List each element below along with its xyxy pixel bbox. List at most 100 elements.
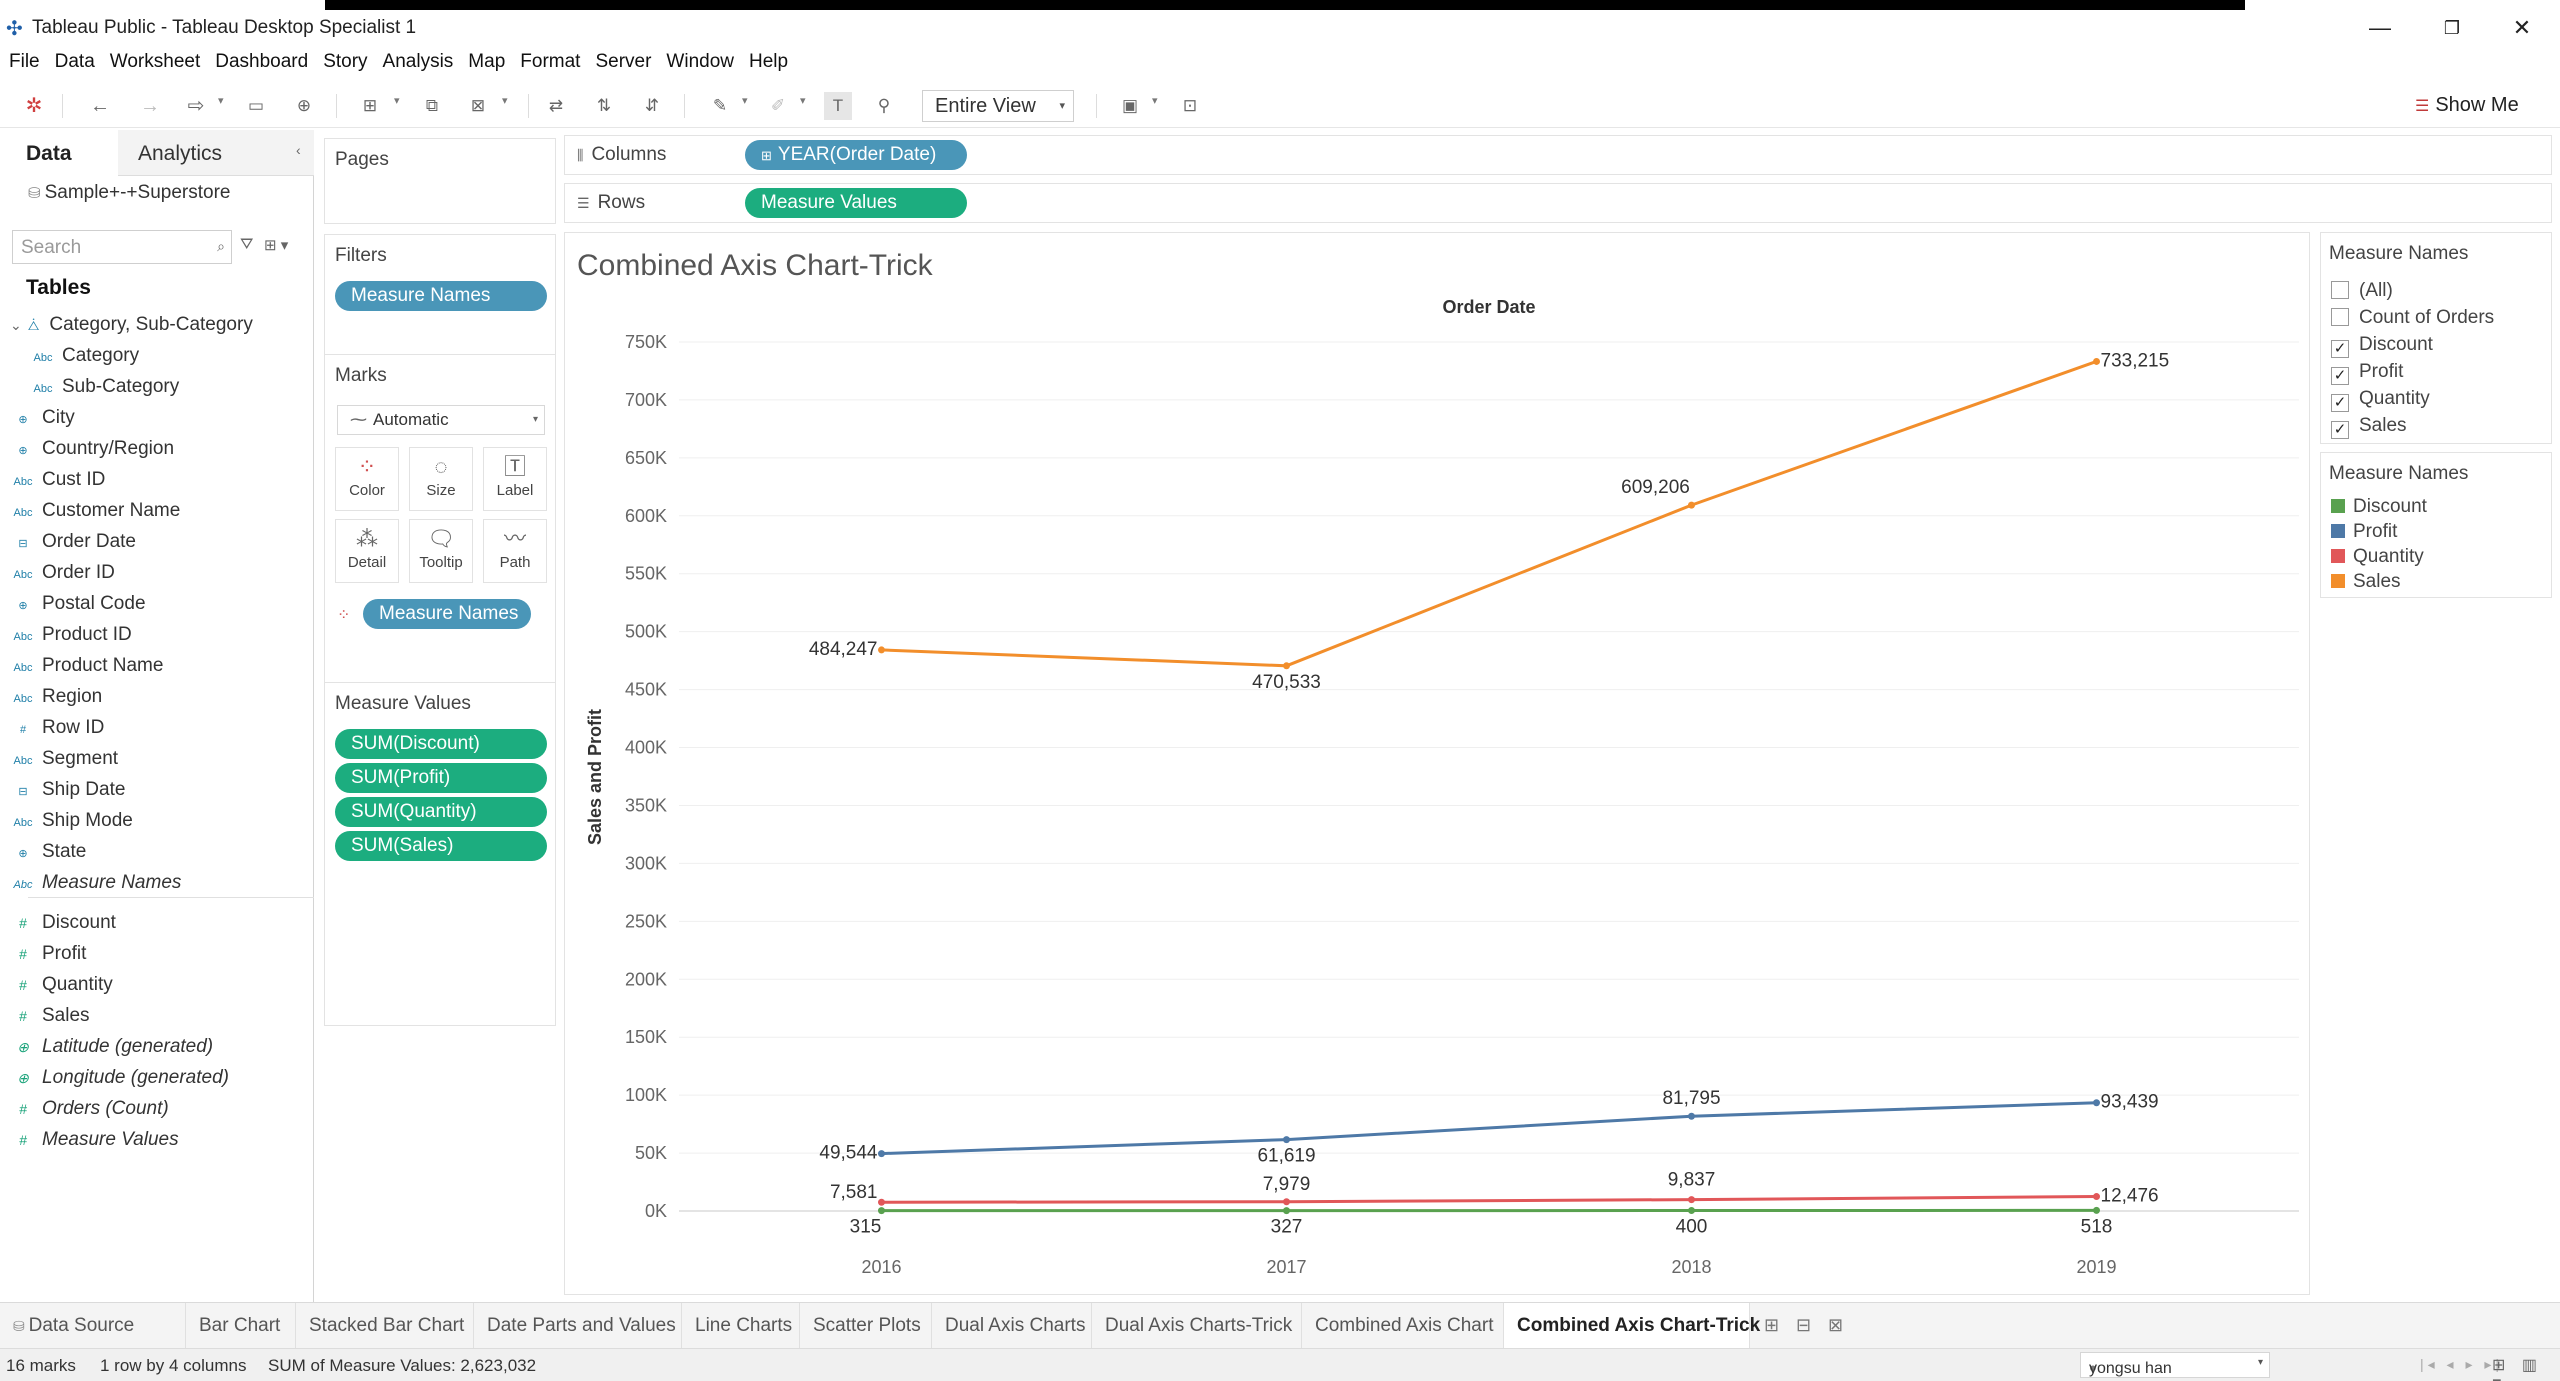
measure-measure-values[interactable]: # Measure Values — [10, 1125, 179, 1155]
tab-combined-axis-chart[interactable]: Combined Axis Chart — [1302, 1303, 1504, 1349]
menu-file[interactable]: File — [9, 51, 40, 72]
measure-orders-count[interactable]: # Orders (Count) — [10, 1094, 169, 1124]
tab-combined-axis-chart-trick[interactable]: Combined Axis Chart-Trick — [1504, 1303, 1760, 1349]
filter-icon[interactable]: ⛛ — [240, 236, 254, 253]
legend-item-profit[interactable]: Profit — [2331, 520, 2397, 544]
series-line-quantity[interactable] — [881, 1195, 2097, 1204]
undo-icon[interactable]: ← — [90, 95, 110, 117]
mark-type-dropdown[interactable]: ⁓ Automatic ▾ — [337, 405, 545, 435]
data-point-sales[interactable] — [878, 646, 885, 654]
menu-format[interactable]: Format — [520, 51, 581, 72]
marks-pill-measure-names[interactable]: Measure Names — [363, 599, 531, 629]
tab-scatter-plots[interactable]: Scatter Plots — [800, 1303, 932, 1349]
checkbox[interactable]: ✓ — [2331, 367, 2349, 385]
menu-story[interactable]: Story — [323, 51, 368, 72]
filter-item-discount[interactable]: ✓ Discount — [2331, 333, 2433, 358]
expand-caret-icon[interactable]: ⌄ — [10, 317, 22, 333]
highlight-icon[interactable]: ✎ — [712, 96, 728, 115]
path-button[interactable]: 〰 Path — [483, 519, 547, 583]
user-dropdown[interactable]: ● yongsu han ▾ — [2080, 1352, 2270, 1378]
group-members-icon[interactable]: ✐ — [770, 96, 786, 115]
measure-sales[interactable]: # Sales — [10, 1001, 89, 1031]
checkbox[interactable]: ✓ — [2331, 421, 2349, 439]
data-point-sales[interactable] — [1688, 501, 1695, 509]
menu-server[interactable]: Server — [595, 51, 652, 72]
data-point-discount[interactable] — [878, 1207, 885, 1215]
redo-icon[interactable]: → — [140, 95, 160, 117]
hierarchy-category-subcategory[interactable]: ⌄ ⧊ Category, Sub-Category — [10, 310, 253, 340]
field-city[interactable]: ⊕ City — [10, 403, 74, 433]
new-dashboard-icon[interactable]: ⊟ — [1796, 1315, 1812, 1335]
field-category[interactable]: Abc Category — [30, 341, 140, 371]
show-me-button[interactable]: ☰ Show Me — [2415, 90, 2519, 122]
measure-profit[interactable]: # Profit — [10, 939, 86, 969]
data-point-profit[interactable] — [1688, 1112, 1695, 1120]
filter-item-sales[interactable]: ✓ Sales — [2331, 414, 2407, 439]
field-ship-date[interactable]: ⊟ Ship Date — [10, 775, 125, 805]
field-measure-names[interactable]: Abc Measure Names — [10, 868, 182, 898]
legend-item-sales[interactable]: Sales — [2331, 570, 2401, 594]
field-product-name[interactable]: Abc Product Name — [10, 651, 164, 681]
series-line-sales[interactable] — [881, 360, 2098, 668]
tab-analytics[interactable]: Analytics — [118, 130, 314, 176]
swap-datasource-icon[interactable]: ⇨ — [187, 95, 205, 117]
checkbox[interactable]: ✓ — [2331, 340, 2349, 358]
data-point-profit[interactable] — [1283, 1136, 1290, 1144]
dropdown-caret-icon[interactable]: ▾ — [742, 95, 748, 107]
new-worksheet-icon[interactable]: ⊞ — [1764, 1315, 1780, 1335]
menu-dashboard[interactable]: Dashboard — [215, 51, 309, 72]
label-button[interactable]: 🅃 Label — [483, 447, 547, 511]
pages-card[interactable]: Pages — [324, 138, 556, 224]
tab-dual-axis-charts[interactable]: Dual Axis Charts — [932, 1303, 1092, 1349]
rows-shelf[interactable]: ☰ Rows Measure Values — [564, 183, 2552, 223]
view-options-icon[interactable]: ⊞ ▾ — [264, 237, 289, 254]
detail-button[interactable]: ⁂ Detail — [335, 519, 399, 583]
swap-rows-columns-icon[interactable]: ⇄ — [548, 96, 564, 115]
duplicate-sheet-icon[interactable]: ⧉ — [425, 96, 439, 115]
data-point-profit[interactable] — [2093, 1099, 2100, 1107]
filter-item-all[interactable]: (All) — [2331, 279, 2393, 303]
checkbox[interactable] — [2331, 308, 2349, 326]
field-order-date[interactable]: ⊟ Order Date — [10, 527, 136, 557]
close-button[interactable]: ✕ — [2512, 15, 2532, 40]
measure-quantity[interactable]: # Quantity — [10, 970, 113, 1000]
save-icon[interactable]: ▭ — [247, 96, 265, 115]
data-point-quantity[interactable] — [1283, 1198, 1290, 1206]
checkbox[interactable] — [2331, 281, 2349, 299]
data-point-quantity[interactable] — [1688, 1196, 1695, 1204]
filter-item-quantity[interactable]: ✓ Quantity — [2331, 387, 2430, 412]
new-worksheet-icon[interactable]: ⊞ — [362, 96, 378, 115]
tooltip-button[interactable]: 🗨 Tooltip — [409, 519, 473, 583]
fit-dropdown[interactable]: Entire View ▾ — [922, 90, 1074, 122]
tab-data[interactable]: Data — [0, 130, 118, 176]
field-product-id[interactable]: Abc Product ID — [10, 620, 132, 650]
data-point-discount[interactable] — [1688, 1207, 1695, 1215]
field-cust-id[interactable]: Abc Cust ID — [10, 465, 106, 495]
field-country-region[interactable]: ⊕ Country/Region — [10, 434, 174, 464]
tab-date-parts-and-values[interactable]: Date Parts and Values — [474, 1303, 682, 1349]
filter-item-count-of-orders[interactable]: Count of Orders — [2331, 306, 2494, 330]
fix-axes-icon[interactable]: ⚲ — [877, 96, 891, 115]
sheet-view-toggles[interactable]: ⊞ ▥ ■ — [2492, 1357, 2543, 1381]
tableau-start-icon[interactable]: ✲ — [25, 95, 43, 117]
sheet-navigation[interactable]: |◂ ◂ ▸ ▸| — [2420, 1356, 2504, 1372]
field-postal-code[interactable]: ⊕ Postal Code — [10, 589, 145, 619]
data-point-discount[interactable] — [2093, 1206, 2100, 1214]
legend-item-discount[interactable]: Discount — [2331, 495, 2427, 519]
filter-pill-measure-names[interactable]: Measure Names — [335, 281, 547, 311]
menu-worksheet[interactable]: Worksheet — [109, 51, 201, 72]
show-mark-labels-icon[interactable]: T — [824, 92, 852, 120]
columns-pill-year-order-date[interactable]: ⊞ YEAR(Order Date) — [745, 140, 967, 170]
tab-dual-axis-charts-trick[interactable]: Dual Axis Charts-Trick — [1092, 1303, 1302, 1349]
field-order-id[interactable]: Abc Order ID — [10, 558, 115, 588]
mv-pill-quantity[interactable]: SUM(Quantity) — [335, 797, 547, 827]
sort-descending-icon[interactable]: ⇵ — [644, 96, 660, 115]
filter-item-profit[interactable]: ✓ Profit — [2331, 360, 2403, 385]
tab-bar-chart[interactable]: Bar Chart — [186, 1303, 296, 1349]
minimize-button[interactable]: — — [2369, 15, 2391, 40]
dropdown-caret-icon[interactable]: ▾ — [800, 95, 806, 107]
data-point-sales[interactable] — [2093, 357, 2100, 365]
menu-help[interactable]: Help — [749, 51, 789, 72]
field-customer-name[interactable]: Abc Customer Name — [10, 496, 181, 526]
field-segment[interactable]: Abc Segment — [10, 744, 119, 774]
